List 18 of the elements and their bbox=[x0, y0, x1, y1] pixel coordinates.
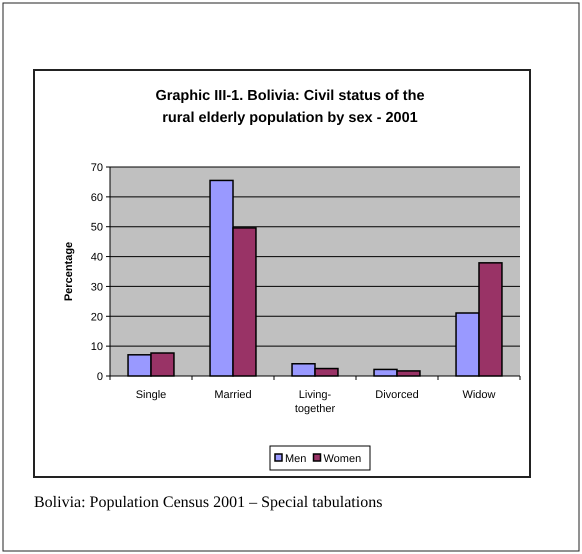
y-tick-label: 10 bbox=[90, 341, 103, 354]
legend-label: Women bbox=[324, 453, 362, 465]
y-tick-label: 40 bbox=[90, 252, 103, 264]
y-tick-label: 60 bbox=[90, 192, 103, 204]
x-tick-label: Single bbox=[136, 389, 166, 401]
x-tick-label: Widow bbox=[462, 389, 496, 401]
y-tick-label: 20 bbox=[90, 311, 103, 324]
y-axis-title: Percentage bbox=[63, 242, 75, 302]
y-tick-label: 0 bbox=[96, 371, 103, 383]
x-tick-label: Married bbox=[214, 389, 252, 401]
x-tick-label: Divorced bbox=[375, 389, 419, 401]
x-tick-label: Living-together bbox=[294, 389, 336, 415]
legend-label: Men bbox=[285, 453, 306, 465]
y-tick-label: 70 bbox=[90, 162, 103, 174]
chart-title: Graphic III-1. Bolivia: Civil status of the rural elderly population by sex - 2001 bbox=[155, 88, 425, 126]
text: Bolivia: Population Census 2001 – Special tabulations bbox=[34, 494, 382, 511]
y-tick-label: 30 bbox=[90, 281, 103, 294]
y-tick-label: 50 bbox=[90, 222, 103, 234]
